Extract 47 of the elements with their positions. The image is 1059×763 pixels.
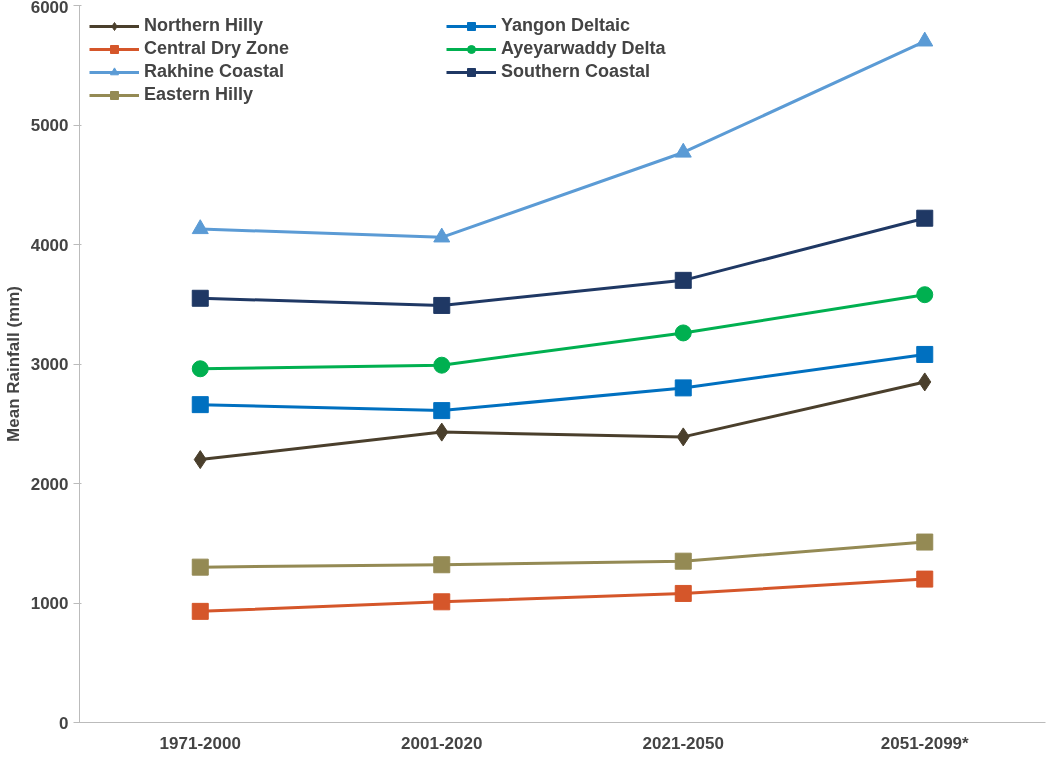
x-tick-label: 2021-2050	[642, 733, 724, 753]
point	[674, 324, 692, 342]
point	[191, 360, 209, 378]
point	[193, 450, 207, 470]
point	[916, 31, 934, 47]
legend-label: Rakhine Coastal	[144, 61, 286, 82]
point	[916, 345, 934, 363]
point	[433, 227, 451, 243]
point	[433, 593, 451, 611]
point	[191, 289, 209, 307]
point	[191, 219, 209, 235]
y-tick-label: 6000	[30, 0, 69, 17]
point	[674, 552, 692, 570]
legend-label: Northern Hilly	[144, 15, 264, 36]
point	[918, 372, 932, 392]
y-tick-label: 2000	[30, 474, 69, 494]
point	[676, 427, 690, 447]
x-tick-label: 2001-2020	[401, 733, 483, 753]
x-tick-label: 1971-2000	[159, 733, 241, 753]
legend-label: Central Dry Zone	[144, 38, 291, 59]
point	[916, 209, 934, 227]
point	[433, 556, 451, 574]
point	[433, 402, 451, 420]
point	[674, 379, 692, 397]
y-tick-label: 4000	[30, 235, 69, 255]
point	[433, 296, 451, 314]
legend-label: Eastern Hilly	[144, 84, 255, 105]
y-tick-label: 0	[59, 713, 69, 733]
point	[916, 286, 934, 304]
point	[191, 558, 209, 576]
point	[916, 570, 934, 588]
x-tick-label: 2051-2099*	[880, 733, 970, 753]
legend-label: Ayeyarwaddy Delta	[501, 38, 667, 59]
point	[674, 142, 692, 158]
legend-label: Southern Coastal	[501, 61, 652, 82]
point	[674, 584, 692, 602]
y-axis-title: Mean Rainfall (mm)	[3, 286, 23, 442]
y-tick-label: 5000	[30, 116, 69, 135]
point	[433, 356, 451, 374]
legend-label: Yangon Deltaic	[501, 15, 632, 36]
point	[191, 396, 209, 414]
point	[916, 533, 934, 551]
y-tick-label: 1000	[30, 594, 69, 613]
point	[191, 602, 209, 620]
point	[674, 271, 692, 289]
y-tick-label: 3000	[30, 355, 69, 374]
point	[435, 422, 449, 442]
